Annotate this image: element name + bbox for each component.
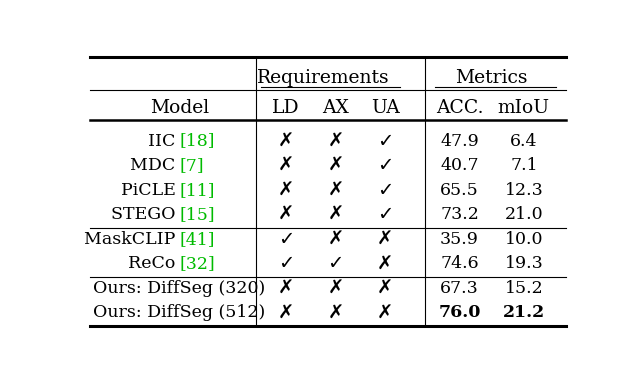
Text: [15]: [15]	[179, 206, 215, 223]
Text: Requirements: Requirements	[257, 69, 389, 87]
Text: ✗: ✗	[327, 156, 344, 175]
Text: PiCLE: PiCLE	[121, 182, 179, 199]
Text: ✗: ✗	[278, 279, 294, 298]
Text: Ours: DiffSeg (512): Ours: DiffSeg (512)	[93, 305, 266, 321]
Text: MDC: MDC	[131, 157, 179, 174]
Text: ACC.: ACC.	[436, 99, 483, 117]
Text: ✗: ✗	[278, 180, 294, 200]
Text: MaskCLIP: MaskCLIP	[84, 231, 179, 248]
Text: ✗: ✗	[278, 156, 294, 175]
Text: 73.2: 73.2	[440, 206, 479, 223]
Text: ✓: ✓	[327, 254, 344, 273]
Text: 10.0: 10.0	[505, 231, 543, 248]
Text: ✓: ✓	[278, 230, 294, 249]
Text: LD: LD	[272, 99, 300, 117]
Text: [41]: [41]	[179, 231, 214, 248]
Text: UA: UA	[371, 99, 399, 117]
Text: STEGO: STEGO	[111, 206, 179, 223]
Text: 6.4: 6.4	[510, 133, 538, 149]
Text: 35.9: 35.9	[440, 231, 479, 248]
Text: ✗: ✗	[327, 303, 344, 322]
Text: ✓: ✓	[377, 205, 393, 224]
Text: IIC: IIC	[148, 133, 179, 149]
Text: ✗: ✗	[327, 230, 344, 249]
Text: 15.2: 15.2	[504, 280, 543, 297]
Text: 40.7: 40.7	[440, 157, 479, 174]
Text: AX: AX	[322, 99, 349, 117]
Text: 74.6: 74.6	[440, 255, 479, 272]
Text: ✗: ✗	[327, 279, 344, 298]
Text: ✓: ✓	[278, 254, 294, 273]
Text: ✗: ✗	[377, 230, 393, 249]
Text: ✗: ✗	[377, 303, 393, 322]
Text: Ours: DiffSeg (320): Ours: DiffSeg (320)	[93, 280, 266, 297]
Text: 47.9: 47.9	[440, 133, 479, 149]
Text: ✗: ✗	[278, 131, 294, 151]
Text: ✗: ✗	[327, 180, 344, 200]
Text: 67.3: 67.3	[440, 280, 479, 297]
Text: [7]: [7]	[179, 157, 204, 174]
Text: ✗: ✗	[377, 279, 393, 298]
Text: [18]: [18]	[179, 133, 214, 149]
Text: 65.5: 65.5	[440, 182, 479, 199]
Text: ✗: ✗	[327, 205, 344, 224]
Text: ✓: ✓	[377, 156, 393, 175]
Text: Metrics: Metrics	[456, 69, 528, 87]
Text: ✗: ✗	[278, 205, 294, 224]
Text: ReCo: ReCo	[129, 255, 179, 272]
Text: 21.0: 21.0	[504, 206, 543, 223]
Text: mIoU: mIoU	[498, 99, 550, 117]
Text: 76.0: 76.0	[438, 305, 481, 321]
Text: ✓: ✓	[377, 180, 393, 200]
Text: [32]: [32]	[179, 255, 215, 272]
Text: 19.3: 19.3	[504, 255, 543, 272]
Text: [11]: [11]	[179, 182, 214, 199]
Text: 7.1: 7.1	[510, 157, 538, 174]
Text: 12.3: 12.3	[504, 182, 543, 199]
Text: ✓: ✓	[377, 131, 393, 151]
Text: ✗: ✗	[377, 254, 393, 273]
Text: Model: Model	[150, 99, 209, 117]
Text: ✗: ✗	[327, 131, 344, 151]
Text: 21.2: 21.2	[503, 305, 545, 321]
Text: ✗: ✗	[278, 303, 294, 322]
